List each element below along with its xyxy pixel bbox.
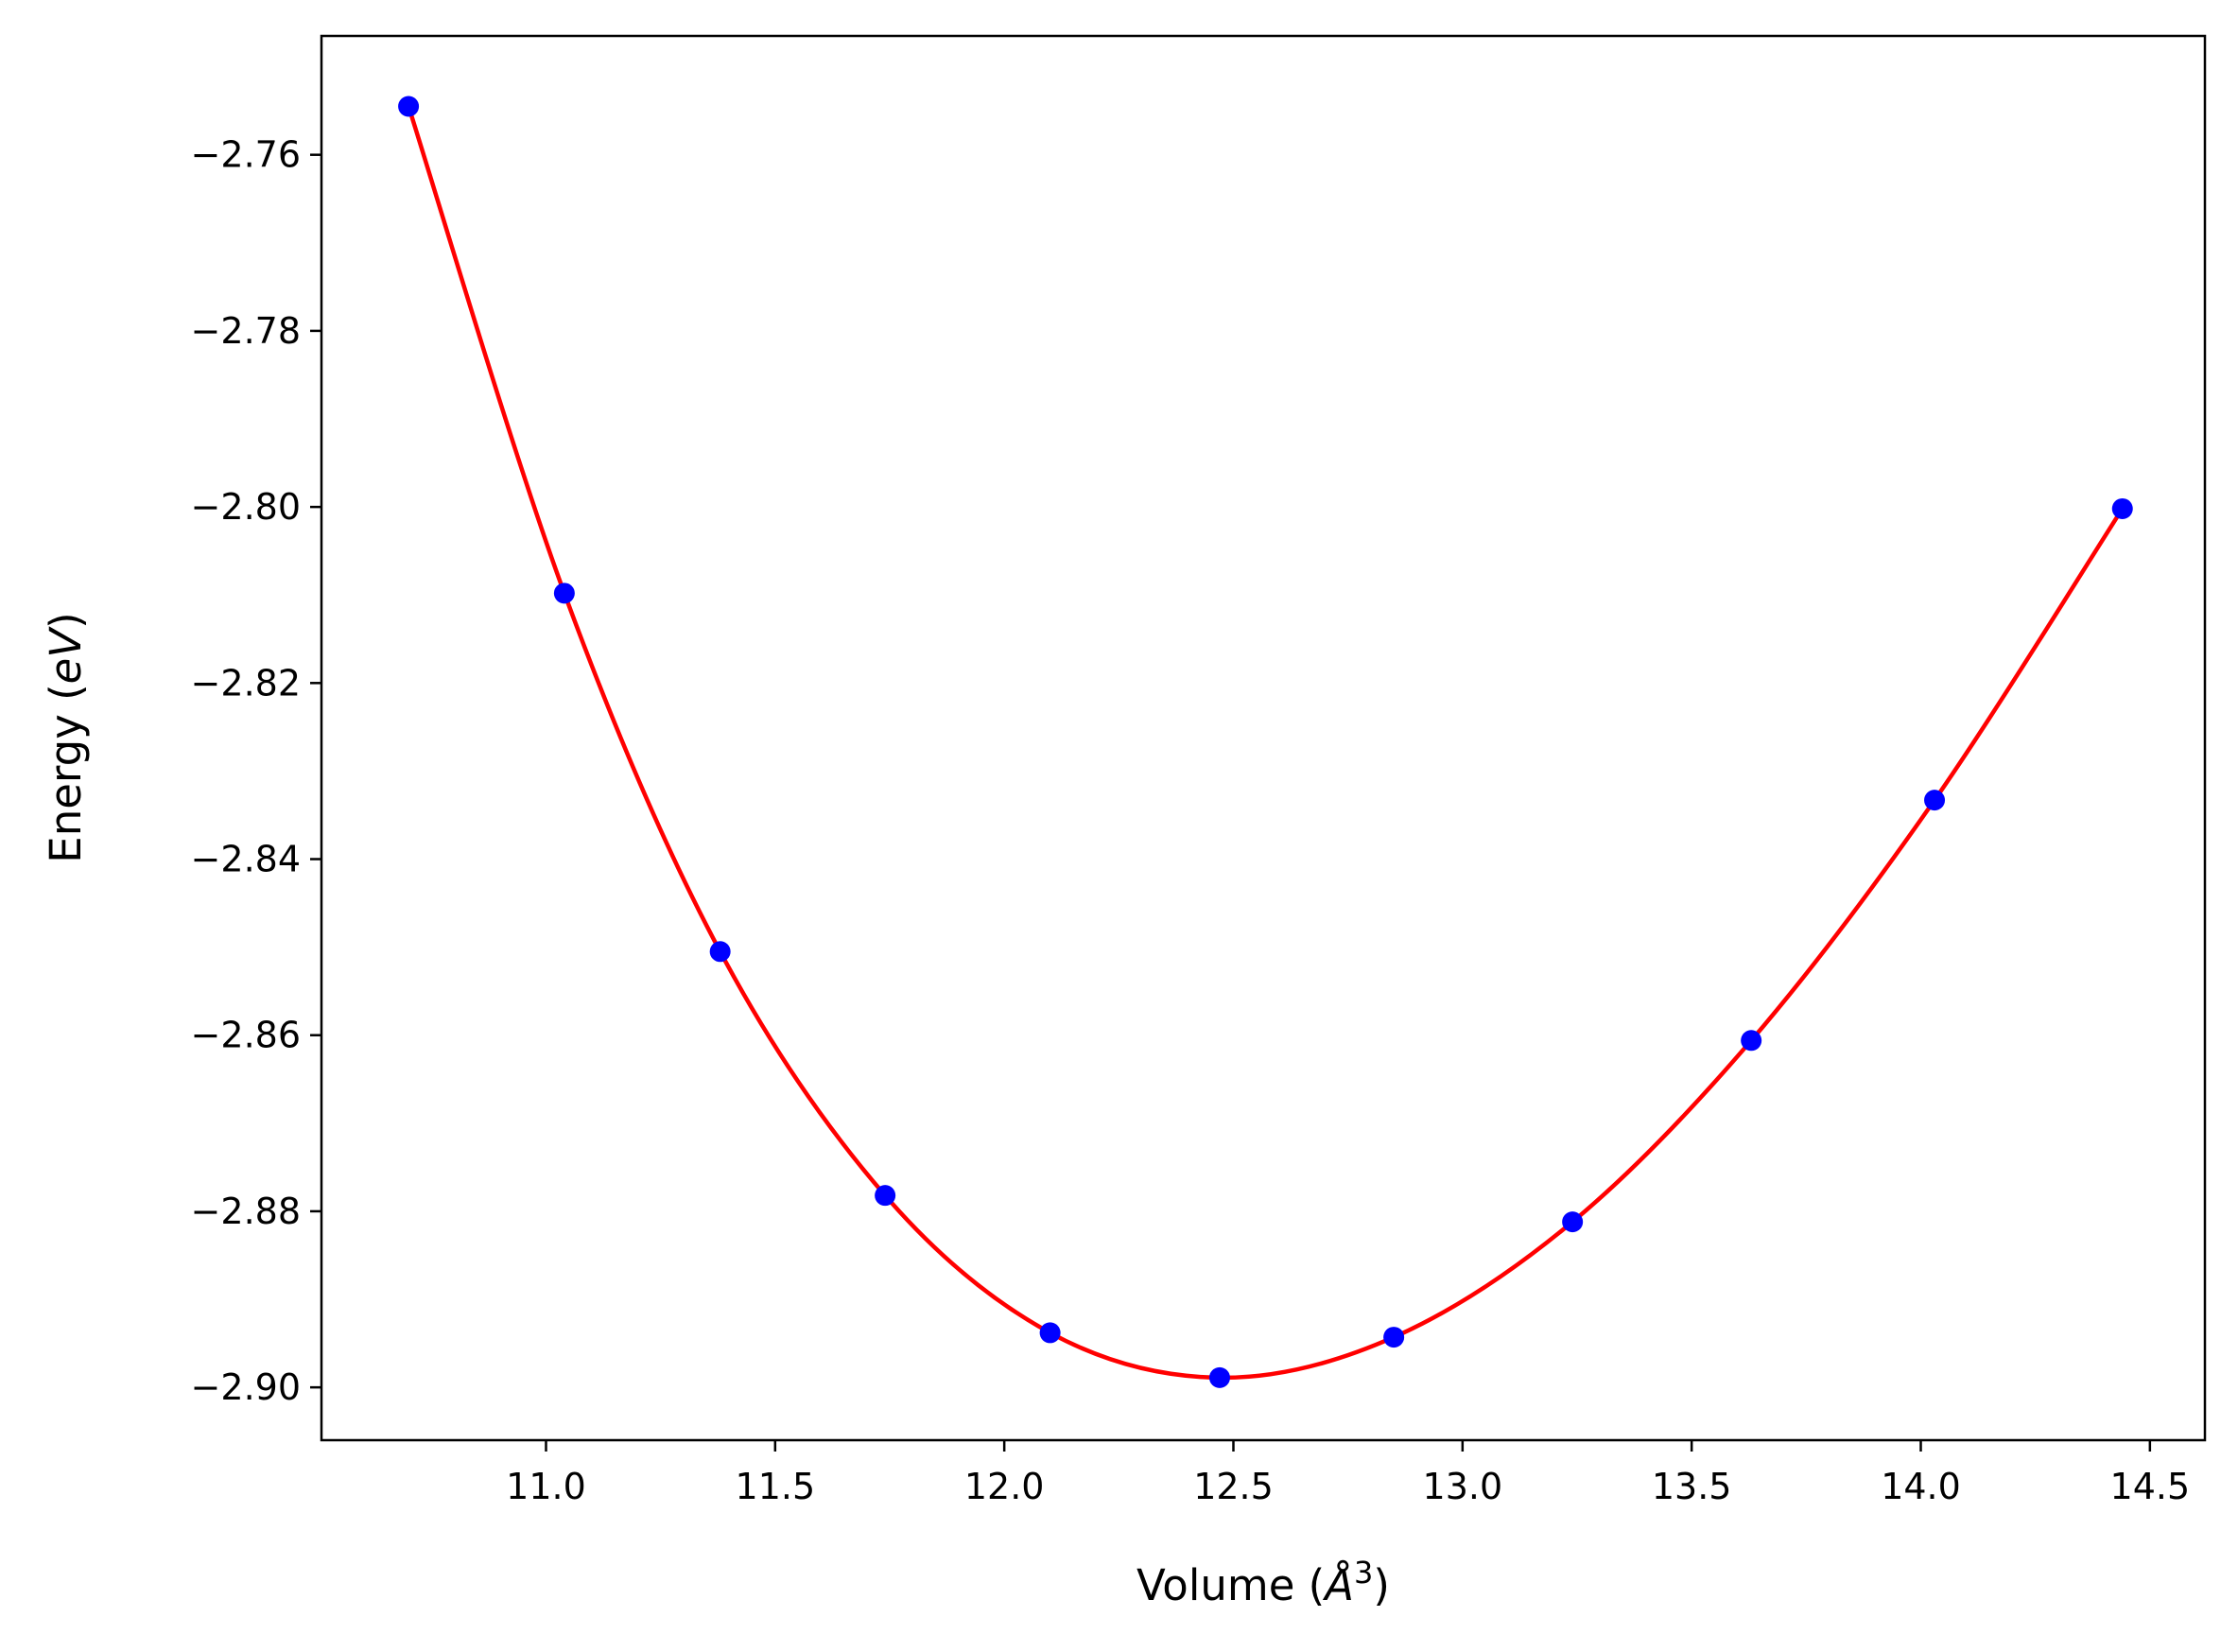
y-tick-label: −2.86 bbox=[191, 1015, 301, 1056]
axes-frame bbox=[320, 34, 2207, 1442]
y-tick-label: −2.76 bbox=[191, 134, 301, 176]
y-tick-label: −2.88 bbox=[191, 1191, 301, 1232]
y-axis-ticks: −2.90 −2.88 −2.86 −2.84 −2.82 −2.80 −2.78 −2.76 bbox=[191, 134, 321, 1408]
fit-curve bbox=[406, 105, 2125, 1381]
x-tick-label: 11.0 bbox=[506, 1466, 586, 1507]
y-tick-label: −2.82 bbox=[191, 662, 301, 704]
data-point bbox=[398, 96, 420, 117]
x-tick-label: 14.0 bbox=[1881, 1466, 1961, 1507]
x-tick-label: 12.0 bbox=[964, 1466, 1045, 1507]
x-tick-label: 14.5 bbox=[2110, 1466, 2191, 1507]
data-point bbox=[1741, 1030, 1762, 1052]
x-tick-label: 13.0 bbox=[1423, 1466, 1503, 1507]
x-tick-label: 12.5 bbox=[1193, 1466, 1274, 1507]
plot-area bbox=[398, 96, 2133, 1388]
y-tick-label: −2.90 bbox=[191, 1366, 301, 1408]
data-point bbox=[1039, 1322, 1061, 1344]
x-tick-label: 13.5 bbox=[1652, 1466, 1732, 1507]
x-tick-label: 11.5 bbox=[736, 1466, 816, 1507]
data-point bbox=[1383, 1327, 1405, 1348]
x-axis-ticks: 11.0 11.5 12.0 12.5 13.0 13.5 14.0 14.5 bbox=[506, 1440, 2190, 1507]
data-point bbox=[553, 583, 575, 604]
data-point bbox=[875, 1185, 896, 1207]
data-point bbox=[2111, 497, 2133, 519]
x-axis-label: Volume (Å3) bbox=[1136, 1555, 1390, 1610]
y-tick-label: −2.78 bbox=[191, 310, 301, 352]
data-point bbox=[1924, 790, 1946, 811]
data-point bbox=[1208, 1366, 1230, 1388]
data-point bbox=[1562, 1211, 1584, 1233]
data-point bbox=[709, 941, 731, 963]
y-tick-label: −2.80 bbox=[191, 486, 301, 528]
y-axis-label: Energy (eV) bbox=[41, 612, 91, 862]
y-tick-label: −2.84 bbox=[191, 839, 301, 880]
